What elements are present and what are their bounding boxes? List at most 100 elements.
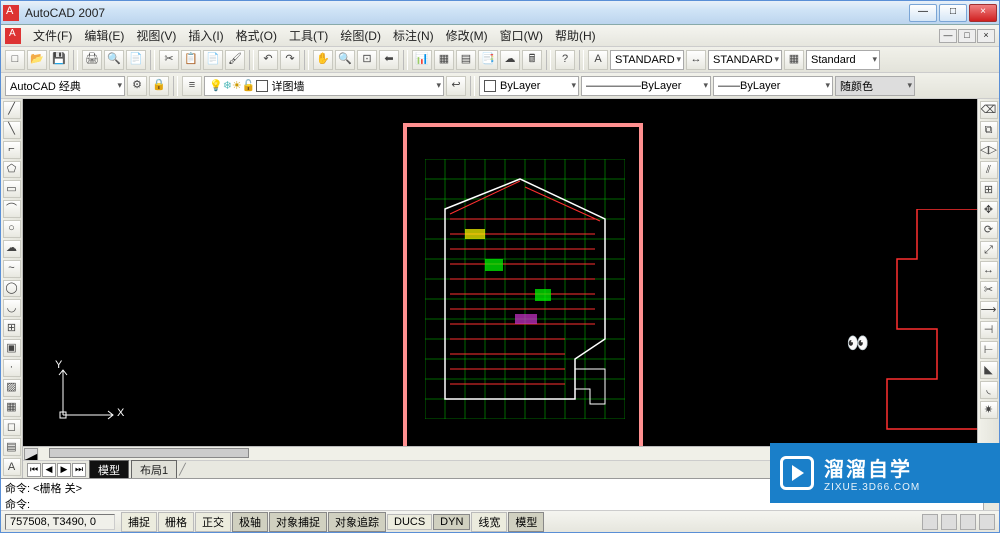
layer-dropdown[interactable]: 💡❄☀🔓详图墙 — [204, 76, 444, 96]
menu-window[interactable]: 窗口(W) — [494, 25, 549, 46]
ortho-toggle[interactable]: 正交 — [195, 512, 231, 532]
tab-first-button[interactable]: ⏮ — [27, 463, 41, 477]
extend-button[interactable]: ⟶ — [980, 301, 998, 319]
cut-button[interactable]: ✂ — [159, 50, 179, 70]
tab-prev-button[interactable]: ◀ — [42, 463, 56, 477]
clean-screen-icon[interactable] — [979, 514, 995, 530]
insert-button[interactable]: ⊞ — [3, 319, 21, 337]
polar-toggle[interactable]: 极轴 — [232, 512, 268, 532]
menu-draw[interactable]: 绘图(D) — [334, 25, 387, 46]
lock-ui-button[interactable]: 🔒 — [149, 76, 169, 96]
ellipse-button[interactable]: ◯ — [3, 280, 21, 298]
sheet-set-button[interactable]: 📑 — [478, 50, 498, 70]
markup-button[interactable]: ☁ — [500, 50, 520, 70]
annotation-tray-icon[interactable] — [960, 514, 976, 530]
polygon-button[interactable]: ⬠ — [3, 161, 21, 179]
otrack-toggle[interactable]: 对象追踪 — [328, 512, 386, 532]
menu-modify[interactable]: 修改(M) — [440, 25, 494, 46]
help-button[interactable]: ? — [555, 50, 575, 70]
dyn-toggle[interactable]: DYN — [433, 514, 470, 530]
tool-palettes-button[interactable]: ▤ — [456, 50, 476, 70]
design-center-button[interactable]: ▦ — [434, 50, 454, 70]
ducs-toggle[interactable]: DUCS — [387, 514, 432, 530]
pline-button[interactable]: ⌐ — [3, 141, 21, 159]
xline-button[interactable]: ╲ — [3, 121, 21, 139]
print-button[interactable]: 🖨 — [82, 50, 102, 70]
minimize-button[interactable]: — — [909, 4, 937, 22]
dimstyle-dropdown[interactable]: STANDARD — [708, 50, 782, 70]
tablestyle-button[interactable]: ▦ — [784, 50, 804, 70]
save-button[interactable]: 💾 — [49, 50, 69, 70]
menu-format[interactable]: 格式(O) — [230, 25, 283, 46]
close-button[interactable]: × — [969, 4, 997, 22]
comm-center-icon[interactable] — [922, 514, 938, 530]
rectangle-button[interactable]: ▭ — [3, 180, 21, 198]
explode-button[interactable]: ✷ — [980, 401, 998, 419]
mdi-min-button[interactable]: — — [939, 29, 957, 43]
copy-obj-button[interactable]: ⧉ — [980, 121, 998, 139]
erase-button[interactable]: ⌫ — [980, 101, 998, 119]
layer-prev-button[interactable]: ↩ — [446, 76, 466, 96]
undo-button[interactable]: ↶ — [258, 50, 278, 70]
linetype-dropdown[interactable]: ————— ByLayer — [581, 76, 711, 96]
menu-insert[interactable]: 插入(I) — [182, 25, 229, 46]
new-button[interactable]: □ — [5, 50, 25, 70]
array-button[interactable]: ⊞ — [980, 181, 998, 199]
hatch-button[interactable]: ▨ — [3, 379, 21, 397]
spline-button[interactable]: ~ — [3, 260, 21, 278]
textstyle-button[interactable]: A — [588, 50, 608, 70]
arc-button[interactable]: ⌒ — [3, 200, 21, 218]
textstyle-dropdown[interactable]: STANDARD — [610, 50, 684, 70]
tab-layout1[interactable]: 布局1 — [131, 460, 177, 480]
ellipsearc-button[interactable]: ◡ — [3, 299, 21, 317]
mdi-max-button[interactable]: □ — [958, 29, 976, 43]
stretch-button[interactable]: ↔ — [980, 261, 998, 279]
workspace-settings-button[interactable]: ⚙ — [127, 76, 147, 96]
snap-toggle[interactable]: 捕捉 — [121, 512, 157, 532]
tab-next-button[interactable]: ▶ — [57, 463, 71, 477]
mdi-close-button[interactable]: × — [977, 29, 995, 43]
table-button[interactable]: ▤ — [3, 438, 21, 456]
circle-button[interactable]: ○ — [3, 220, 21, 238]
redo-button[interactable]: ↷ — [280, 50, 300, 70]
lock-tray-icon[interactable] — [941, 514, 957, 530]
menu-dimension[interactable]: 标注(N) — [387, 25, 440, 46]
menu-help[interactable]: 帮助(H) — [549, 25, 602, 46]
match-button[interactable]: 🖌 — [225, 50, 245, 70]
color-dropdown[interactable]: ByLayer — [479, 76, 579, 96]
tablestyle-dropdown[interactable]: Standard — [806, 50, 880, 70]
publish-button[interactable]: 📄 — [126, 50, 146, 70]
rotate-button[interactable]: ⟳ — [980, 221, 998, 239]
menu-view[interactable]: 视图(V) — [130, 25, 182, 46]
scroll-thumb[interactable] — [49, 448, 249, 458]
tab-last-button[interactable]: ⏭ — [72, 463, 86, 477]
osnap-toggle[interactable]: 对象捕捉 — [269, 512, 327, 532]
drawing-canvas[interactable]: X Y 👀 — [23, 99, 977, 446]
plotstyle-dropdown[interactable]: 随颜色 — [835, 76, 915, 96]
point-button[interactable]: · — [3, 359, 21, 377]
offset-button[interactable]: ⫽ — [980, 161, 998, 179]
region-button[interactable]: ◻ — [3, 419, 21, 437]
line-button[interactable]: ╱ — [3, 101, 21, 119]
dimstyle-button[interactable]: ↔ — [686, 50, 706, 70]
mirror-button[interactable]: ◁▷ — [980, 141, 998, 159]
pan-button[interactable]: ✋ — [313, 50, 333, 70]
chamfer-button[interactable]: ◣ — [980, 361, 998, 379]
preview-button[interactable]: 🔍 — [104, 50, 124, 70]
menu-edit[interactable]: 编辑(E) — [78, 25, 130, 46]
qcalc-button[interactable]: 🖩 — [522, 50, 542, 70]
menu-file[interactable]: 文件(F) — [27, 25, 78, 46]
grid-toggle[interactable]: 栅格 — [158, 512, 194, 532]
mtext-button[interactable]: A — [3, 458, 21, 476]
layer-manager-button[interactable]: ≡ — [182, 76, 202, 96]
tab-model[interactable]: 模型 — [89, 460, 129, 480]
coordinates-display[interactable]: 757508, T3490, 0 — [5, 514, 115, 530]
model-toggle[interactable]: 模型 — [508, 512, 544, 532]
maximize-button[interactable]: □ — [939, 4, 967, 22]
menu-tools[interactable]: 工具(T) — [283, 25, 334, 46]
trim-button[interactable]: ✂ — [980, 281, 998, 299]
scroll-left-button[interactable]: ◀ — [24, 448, 38, 460]
lineweight-dropdown[interactable]: —— ByLayer — [713, 76, 833, 96]
properties-button[interactable]: 📊 — [412, 50, 432, 70]
revcloud-button[interactable]: ☁ — [3, 240, 21, 258]
